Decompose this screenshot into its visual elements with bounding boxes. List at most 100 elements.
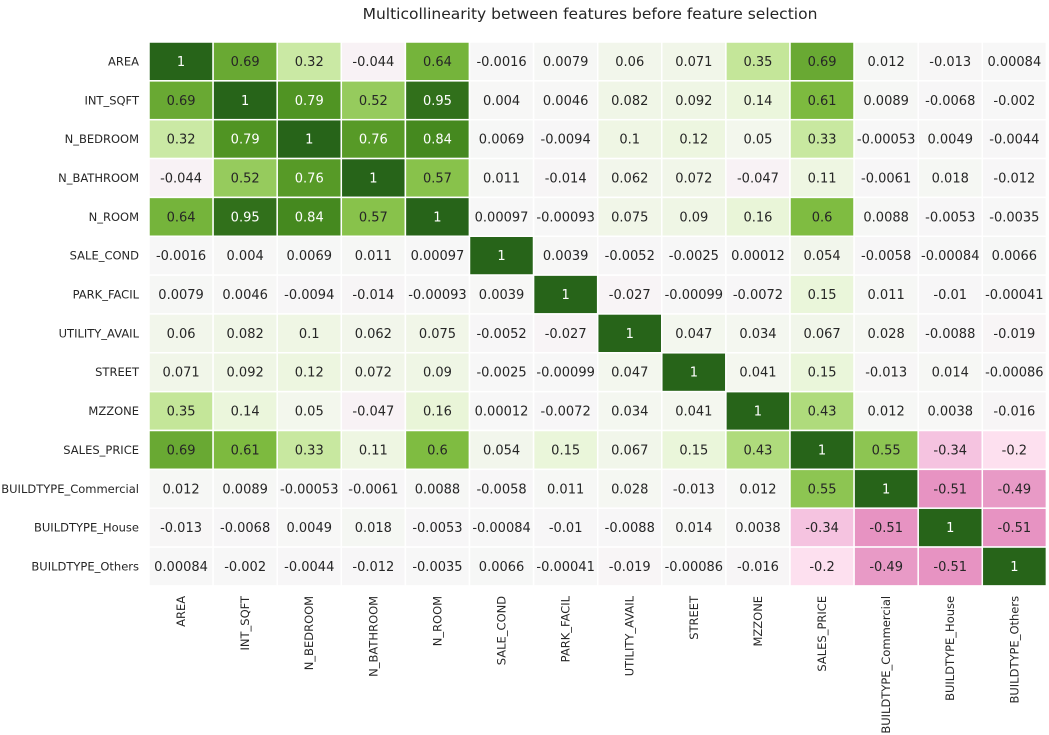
x-tick-label: BUILDTYPE_Others: [1007, 596, 1021, 704]
cell-value-label: 0.32: [167, 133, 196, 148]
cell-value-label: 1: [818, 443, 826, 458]
heatmap-cell: [532, 390, 599, 432]
cell-value-label: -0.047: [737, 171, 779, 186]
heatmap-cell: [404, 274, 471, 315]
cell-value-label: 0.55: [872, 443, 901, 458]
cell-value-label: 0.84: [423, 133, 452, 148]
cell-value-label: 1: [626, 327, 634, 342]
heatmap-cell: [981, 468, 1048, 509]
cell-value-label: 0.69: [167, 443, 196, 458]
heatmap-cell: [468, 157, 535, 199]
x-tick-label: AREA: [174, 596, 188, 627]
x-tick-label: MZZONE: [751, 596, 765, 647]
cell-value-label: 0.062: [611, 171, 648, 186]
cell-value-label: 0.12: [295, 366, 324, 381]
heatmap-cell: [404, 546, 471, 587]
x-tick-label: N_ROOM: [430, 596, 444, 646]
heatmap-cell: [661, 157, 727, 199]
x-tick-label: INT_SQFT: [238, 595, 252, 651]
cell-value-label: -0.0061: [348, 482, 398, 497]
heatmap-cell: [532, 41, 599, 82]
cell-value-label: -0.0094: [541, 133, 591, 148]
cell-value-label: 0.35: [167, 405, 196, 420]
cell-value-label: -0.00053: [857, 133, 915, 148]
cell-value-label: -0.0025: [669, 249, 719, 264]
cell-value-label: 0.0046: [543, 94, 589, 109]
cell-value-label: -0.00084: [921, 249, 979, 264]
cell-value-label: 1: [305, 133, 313, 148]
cell-value-label: 0.15: [808, 288, 837, 303]
heatmap-cell: [340, 390, 407, 432]
cell-value-label: 0.64: [167, 210, 196, 225]
heatmap-cell: [661, 118, 727, 160]
cell-value-label: 0.0089: [863, 94, 909, 109]
heatmap-cell: [917, 157, 984, 199]
heatmap-cell: [661, 429, 727, 471]
y-tick-label: SALE_COND: [70, 249, 139, 263]
cell-value-label: -0.013: [929, 55, 971, 70]
cell-value-label: 0.0049: [928, 133, 974, 148]
cell-value-label: 0.012: [739, 482, 776, 497]
x-tick-label: UTILITY_AVAIL: [623, 595, 637, 676]
y-tick-label: BUILDTYPE_House: [34, 521, 139, 535]
cell-value-label: 0.0066: [479, 560, 525, 575]
cell-value-label: 0.61: [808, 94, 837, 109]
y-tick-label: STREET: [95, 365, 140, 379]
x-tick-label: SALES_PRICE: [815, 596, 829, 672]
cell-value-label: -0.019: [993, 327, 1035, 342]
cell-value-label: 0.15: [551, 443, 580, 458]
cell-value-label: -0.0016: [476, 55, 526, 70]
cell-value-label: 1: [690, 366, 698, 381]
heatmap-annotations: 1 0.69 0.32 -0.044 0.64 -0.0016 0.0079 0.06 0.07…: [154, 55, 1043, 575]
heatmap-cell: [276, 235, 343, 276]
heatmap-cell: [340, 468, 407, 509]
cell-value-label: 0.047: [611, 366, 648, 381]
cell-value-label: 0.00012: [475, 405, 529, 420]
cell-value-label: 0.05: [295, 405, 324, 420]
heatmap-cell: [596, 41, 663, 82]
cell-value-label: 0.054: [803, 249, 840, 264]
heatmap-cell: [276, 468, 343, 509]
heatmap-cell: [853, 546, 919, 587]
cell-value-label: 0.69: [167, 94, 196, 109]
heatmap-cells: [148, 41, 1048, 587]
heatmap-cell: [404, 235, 471, 276]
heatmap-cell: [596, 157, 663, 199]
heatmap-cell: [340, 118, 407, 160]
cell-value-label: 0.041: [739, 366, 776, 381]
heatmap-cell: [853, 507, 919, 548]
cell-value-label: 0.012: [162, 482, 199, 497]
cell-value-label: 0.09: [679, 210, 708, 225]
cell-value-label: -0.2: [1002, 443, 1027, 458]
heatmap-cell: [789, 546, 855, 587]
cell-value-label: -0.013: [673, 482, 715, 497]
cell-value-label: -0.2: [809, 560, 834, 575]
heatmap-cell: [981, 118, 1048, 160]
cell-value-label: -0.044: [352, 55, 394, 70]
cell-value-label: -0.002: [224, 560, 266, 575]
cell-value-label: -0.016: [993, 405, 1035, 420]
chart-title: Multicollinearity between features befor…: [362, 5, 818, 23]
heatmap-cell: [276, 196, 343, 237]
heatmap-cell: [148, 157, 214, 199]
heatmap-cell: [917, 507, 984, 548]
cell-value-label: 0.0038: [928, 405, 974, 420]
cell-value-label: -0.00041: [985, 288, 1043, 303]
cell-value-label: -0.016: [737, 560, 779, 575]
heatmap-cell: [468, 196, 535, 237]
cell-value-label: 0.35: [743, 55, 772, 70]
heatmap-cell: [917, 196, 984, 237]
cell-value-label: -0.0044: [989, 133, 1039, 148]
cell-value-label: 0.075: [611, 210, 648, 225]
heatmap-cell: [853, 390, 919, 432]
heatmap-cell: [725, 274, 791, 315]
cell-value-label: 0.018: [355, 521, 392, 536]
heatmap-cell: [596, 507, 663, 548]
y-tick-label: SALES_PRICE: [63, 443, 139, 457]
heatmap-cell: [917, 546, 984, 587]
cell-value-label: 0.00012: [731, 249, 785, 264]
heatmap-cell: [404, 118, 471, 160]
cell-value-label: 0.76: [359, 133, 388, 148]
cell-value-label: -0.013: [160, 521, 202, 536]
cell-value-label: 1: [946, 521, 954, 536]
